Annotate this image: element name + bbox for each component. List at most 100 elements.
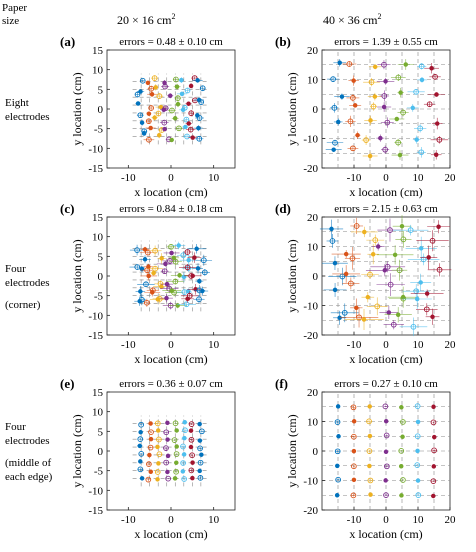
data-point: [335, 404, 341, 409]
data-point: [418, 246, 424, 251]
data-point: [199, 452, 204, 457]
chart-svg: (a) errors = 0.48 ± 0.10 cm -10 0 10 -15 -10 -5…: [60, 34, 236, 199]
y-tick-label: -15: [88, 330, 103, 342]
data-point: [151, 75, 158, 81]
data-point: [163, 429, 170, 436]
y-tick-label: -10: [303, 134, 318, 146]
y-tick-label: 10: [92, 65, 104, 77]
data-point: [383, 79, 388, 84]
row-label-four-middle-edge: Four electrodes (middle of each edge): [5, 420, 52, 484]
data-point: [400, 294, 406, 300]
data-point: [414, 403, 421, 409]
data-point: [329, 238, 336, 244]
data-point: [337, 60, 342, 66]
data-point: [350, 404, 357, 411]
data-point: [148, 105, 154, 111]
data-point: [368, 492, 373, 497]
row-label-line: electrodes: [5, 277, 50, 289]
row-label-line: electrodes: [5, 111, 50, 123]
x-tick-label: 10: [208, 339, 220, 351]
data-point: [183, 124, 188, 130]
row-label-line: Four: [5, 263, 26, 275]
data-point: [138, 450, 145, 457]
data-point: [161, 268, 168, 275]
data-point: [414, 462, 421, 468]
data-point: [156, 132, 162, 138]
y-tick-label: 10: [307, 242, 319, 254]
data-point: [429, 65, 434, 71]
data-point: [148, 429, 154, 436]
x-tick-label: 20: [445, 339, 457, 351]
data-point: [366, 418, 372, 425]
data-point: [350, 95, 356, 101]
data-point: [188, 428, 194, 433]
chart-panel-b: (b) errors = 1.39 ± 0.55 cm -10 0 10 20 -20 -10…: [270, 30, 470, 200]
y-tick-label: -10: [88, 310, 103, 322]
data-point: [368, 118, 373, 123]
data-point: [381, 93, 388, 99]
data-point: [186, 121, 192, 126]
data-point: [187, 126, 194, 133]
data-point: [165, 453, 171, 459]
plot-frame: [106, 216, 236, 336]
y-tick-label: 0: [98, 446, 104, 458]
data-point: [188, 467, 195, 474]
data-point: [400, 236, 407, 243]
data-point: [351, 419, 357, 424]
data-point: [395, 312, 401, 317]
data-point: [197, 459, 204, 466]
row-label-four-corner: Four electrodes (corner): [5, 262, 50, 312]
x-tick-label: 0: [383, 514, 389, 526]
data-point: [398, 447, 405, 454]
data-point: [144, 299, 150, 306]
data-point: [432, 73, 438, 80]
chart-title: errors = 0.36 ± 0.07 cm: [119, 378, 223, 390]
data-point: [155, 110, 162, 117]
data-point: [174, 428, 179, 433]
data-point: [155, 444, 160, 450]
data-point: [148, 125, 153, 131]
data-point: [181, 104, 188, 111]
chart-svg: (e) errors = 0.36 ± 0.07 cm -10 0 10 -15 -10 -5…: [60, 376, 236, 541]
y-tick-label: 0: [98, 271, 104, 283]
data-point: [367, 433, 373, 439]
data-point: [175, 303, 180, 308]
data-point: [145, 249, 151, 256]
data-point: [400, 109, 406, 116]
row-label-line: each edge): [5, 471, 53, 483]
data-point: [165, 475, 171, 482]
x-tick-label: 20: [445, 514, 457, 526]
data-point: [179, 77, 184, 83]
data-point: [394, 116, 400, 122]
data-point: [148, 85, 155, 92]
data-point: [331, 147, 336, 152]
data-point: [370, 251, 376, 257]
data-point: [175, 101, 181, 107]
y-tick-label: -5: [94, 466, 104, 478]
data-point: [174, 84, 180, 90]
data-point: [190, 460, 195, 465]
data-point: [146, 136, 152, 143]
y-tick-label: 5: [98, 426, 104, 438]
x-axis-label: x location (cm): [134, 352, 207, 366]
data-point: [433, 152, 439, 158]
paper-size-label-line1: Paper: [2, 2, 28, 14]
x-axis-label: x location (cm): [349, 185, 422, 199]
chart-title: errors = 0.84 ± 0.18 cm: [119, 203, 223, 215]
y-tick-label: -20: [303, 330, 318, 342]
data-point: [162, 105, 169, 112]
data-point: [171, 437, 178, 443]
data-point: [370, 103, 377, 110]
x-tick-label: 10: [208, 172, 220, 184]
data-point: [363, 137, 369, 143]
data-point: [418, 149, 425, 156]
chart-title: errors = 2.15 ± 0.63 cm: [334, 203, 438, 215]
x-tick-label: 10: [413, 514, 425, 526]
data-point: [197, 438, 203, 443]
data-point: [383, 432, 390, 439]
data-point: [197, 278, 202, 284]
y-tick-label: 5: [98, 84, 104, 96]
data-point: [361, 317, 367, 322]
data-point: [332, 287, 338, 293]
data-point: [147, 444, 154, 451]
